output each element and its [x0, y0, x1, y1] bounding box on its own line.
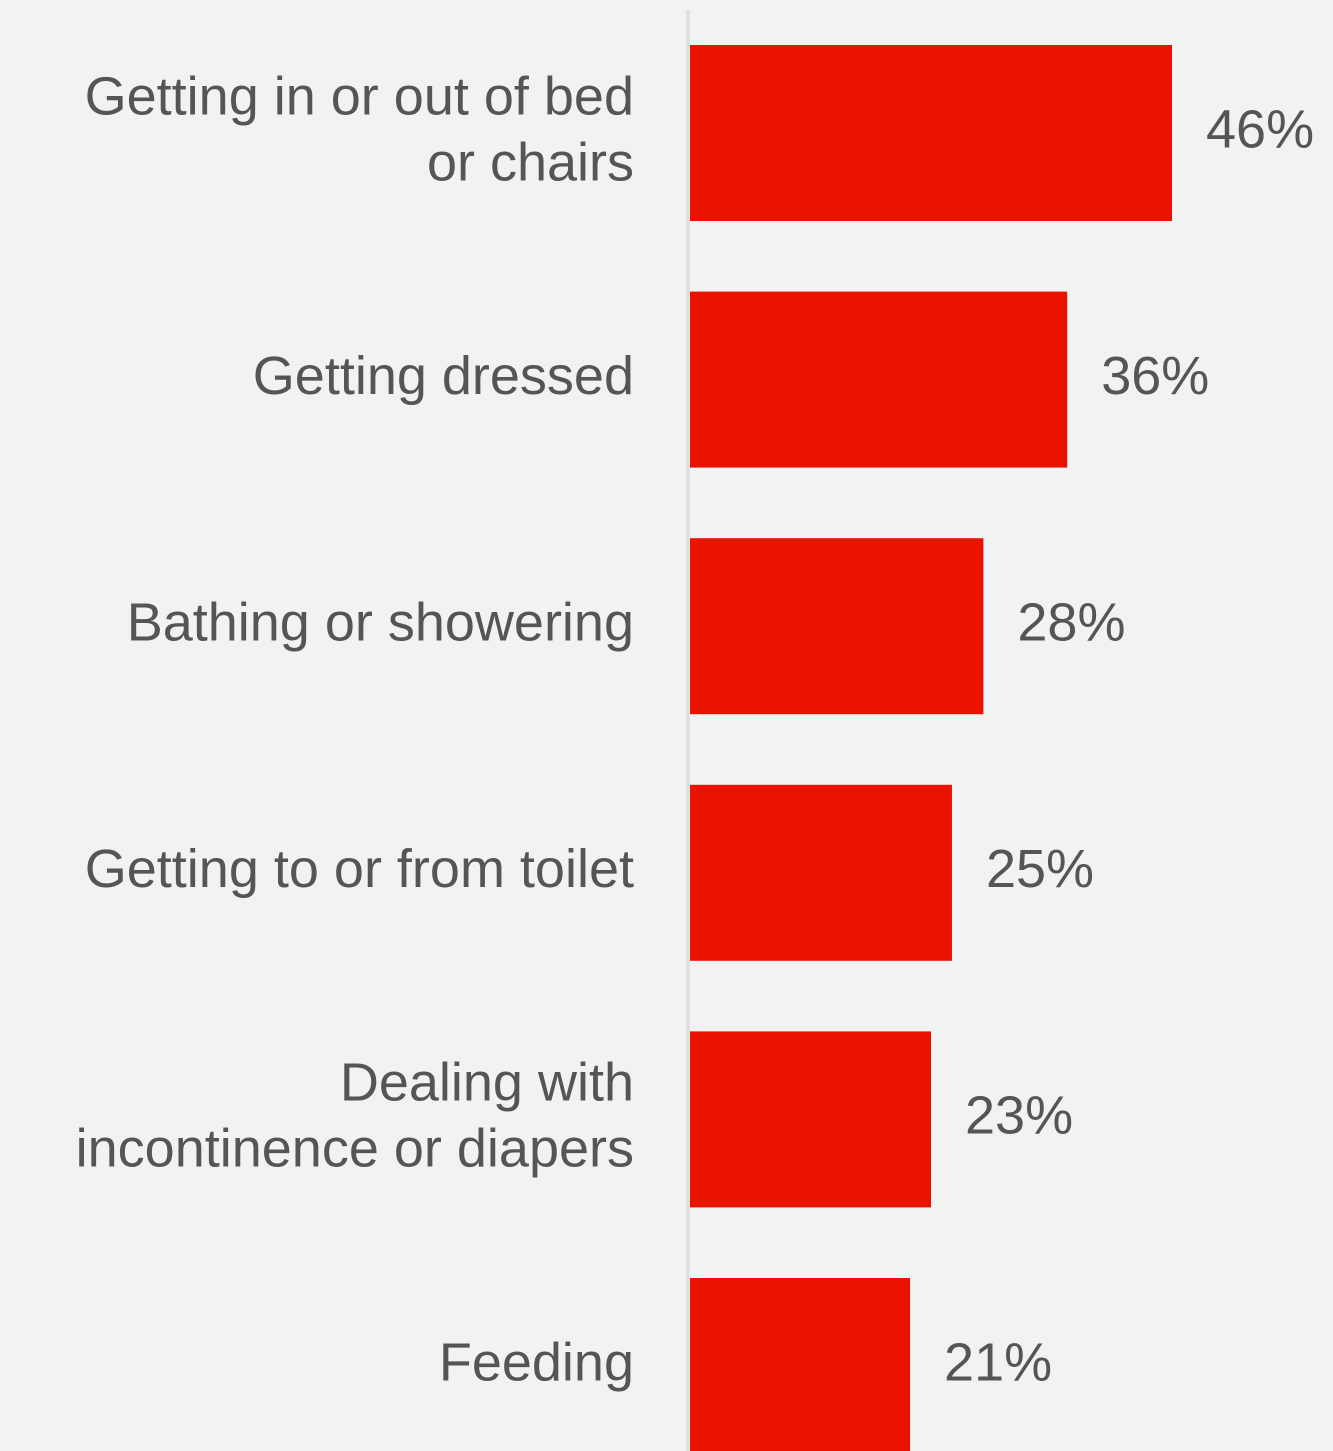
category-label-2: Getting dressed	[253, 346, 634, 406]
bar-3	[690, 538, 984, 715]
category-label-line: Dealing with	[340, 1053, 634, 1113]
category-label-5: Dealing with incontinence or diapers	[76, 1053, 634, 1179]
category-label-1: Getting in or out of bed or chairs	[85, 66, 634, 192]
category-label-6: Feeding	[439, 1332, 634, 1392]
value-label-6: 21%	[944, 1332, 1052, 1392]
bar-2	[690, 291, 1068, 468]
category-label-line: Getting dressed	[253, 346, 634, 406]
value-label-5: 23%	[965, 1086, 1073, 1146]
bar-5	[690, 1031, 931, 1208]
category-label-line: Getting to or from toilet	[85, 839, 634, 899]
bar-6	[690, 1278, 911, 1451]
value-label-4: 25%	[986, 839, 1094, 899]
category-label-line: incontinence or diapers	[76, 1119, 634, 1179]
value-label-2: 36%	[1101, 346, 1209, 406]
category-label-line: Bathing or showering	[127, 592, 634, 652]
bars-group	[690, 45, 1172, 1451]
category-labels-group: Getting in or out of bed or chairsGetting…	[76, 66, 634, 1392]
category-label-3: Bathing or showering	[127, 592, 634, 652]
bar-1	[690, 45, 1172, 221]
category-label-4: Getting to or from toilet	[85, 839, 634, 899]
category-label-line: Getting in or out of bed	[85, 66, 634, 126]
category-label-line: Feeding	[439, 1332, 634, 1392]
value-label-3: 28%	[1017, 592, 1125, 652]
category-label-line: or chairs	[427, 132, 634, 192]
value-label-1: 46%	[1206, 99, 1314, 159]
bar-4	[690, 784, 952, 961]
value-labels-group: 46% 36% 28% 25% 23% 21%	[944, 99, 1314, 1392]
